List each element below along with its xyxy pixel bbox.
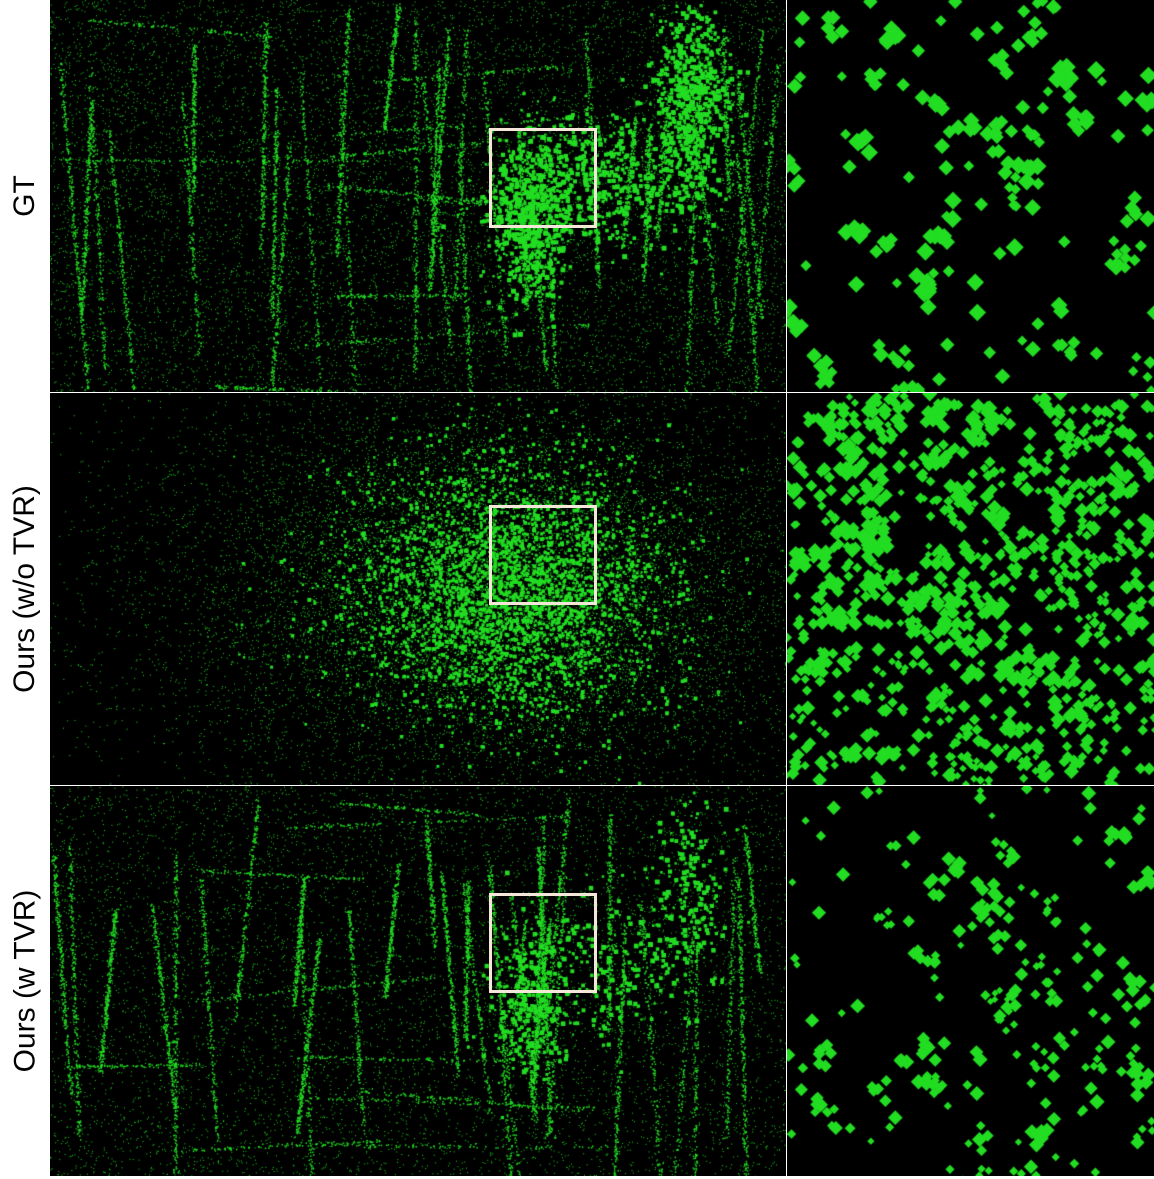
overview-panel-wo-tvr bbox=[50, 393, 786, 785]
row-label-w-tvr: Ours (w TVR) bbox=[0, 786, 50, 1176]
overview-panel-gt bbox=[50, 0, 786, 392]
zoomed-point-cloud-w-tvr bbox=[787, 786, 1154, 1176]
zoom-region-box bbox=[489, 505, 597, 605]
overview-panel-w-tvr bbox=[50, 786, 786, 1176]
row-label-text: Ours (w/o TVR) bbox=[8, 485, 41, 693]
zoomed-point-cloud-wo-tvr bbox=[787, 393, 1154, 785]
zoomed-point-cloud-gt bbox=[787, 0, 1154, 392]
point-cloud-gt bbox=[50, 0, 786, 392]
zoom-panel-gt bbox=[787, 0, 1154, 392]
zoom-panel-wo-tvr bbox=[787, 393, 1154, 785]
zoom-panel-w-tvr bbox=[787, 786, 1154, 1176]
zoom-region-box bbox=[489, 893, 597, 993]
point-cloud-w-tvr bbox=[50, 786, 786, 1176]
point-cloud-wo-tvr bbox=[50, 393, 786, 785]
row-label-gt: GT bbox=[0, 0, 50, 392]
row-label-text: Ours (w TVR) bbox=[8, 889, 42, 1073]
row-label-text: GT bbox=[7, 175, 41, 217]
zoom-region-box bbox=[489, 128, 597, 228]
row-label-wo-tvr: Ours (w/o TVR) bbox=[0, 393, 50, 785]
